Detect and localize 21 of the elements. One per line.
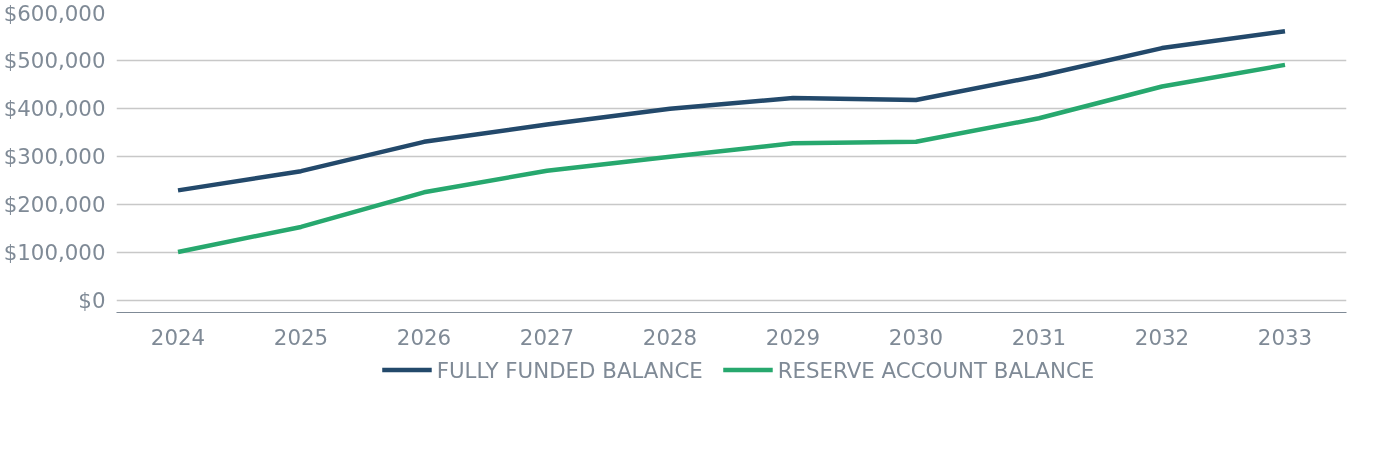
legend-label: FULLY FUNDED BALANCE <box>436 357 703 382</box>
x-tick-label: 2030 <box>888 324 944 350</box>
x-tick-label: 2028 <box>642 324 698 350</box>
legend-label: RESERVE ACCOUNT BALANCE <box>777 357 1095 382</box>
line-series <box>175 62 1288 255</box>
y-tick-label: $0 <box>78 288 106 314</box>
y-tick-label: $100,000 <box>3 240 106 266</box>
x-tick-label: 2024 <box>150 324 206 350</box>
y-tick-label: $600,000 <box>3 0 106 26</box>
y-tick-label: $400,000 <box>3 96 106 122</box>
x-tick-label: 2033 <box>1257 324 1313 350</box>
y-tick-label: $200,000 <box>3 192 106 218</box>
x-tick-label: 2029 <box>765 324 821 350</box>
x-tick-label: 2026 <box>396 324 452 350</box>
x-tick-label: 2025 <box>273 324 329 350</box>
y-tick-label: $500,000 <box>3 48 106 74</box>
y-tick-label: $300,000 <box>3 144 106 170</box>
line-series <box>175 29 1288 193</box>
x-tick-label: 2031 <box>1011 324 1067 350</box>
x-tick-label: 2032 <box>1134 324 1190 350</box>
x-tick-label: 2027 <box>519 324 575 350</box>
